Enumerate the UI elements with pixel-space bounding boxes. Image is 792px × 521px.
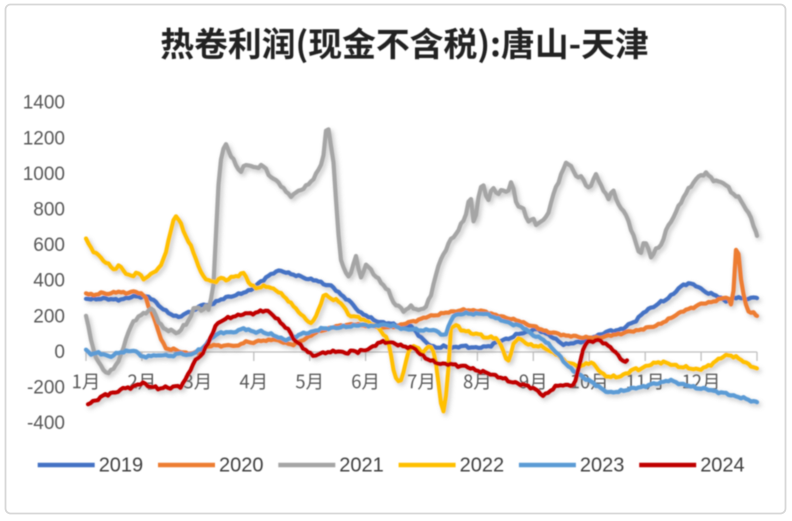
svg-text:2020: 2020 [219, 455, 264, 477]
svg-text:2022: 2022 [460, 455, 505, 477]
svg-text:2023: 2023 [580, 455, 625, 477]
svg-text:-200: -200 [27, 378, 65, 399]
svg-text:800: 800 [33, 200, 65, 221]
svg-text:1000: 1000 [23, 164, 65, 185]
svg-text:600: 600 [33, 235, 65, 256]
svg-text:0: 0 [54, 342, 65, 363]
svg-text:200: 200 [33, 306, 65, 327]
svg-text:-400: -400 [27, 413, 65, 434]
svg-text:400: 400 [33, 271, 65, 292]
svg-text:2019: 2019 [99, 455, 144, 477]
svg-text:1400: 1400 [23, 93, 65, 114]
svg-text:2024: 2024 [700, 455, 745, 477]
svg-text:2021: 2021 [339, 455, 384, 477]
svg-text:1200: 1200 [23, 128, 65, 149]
